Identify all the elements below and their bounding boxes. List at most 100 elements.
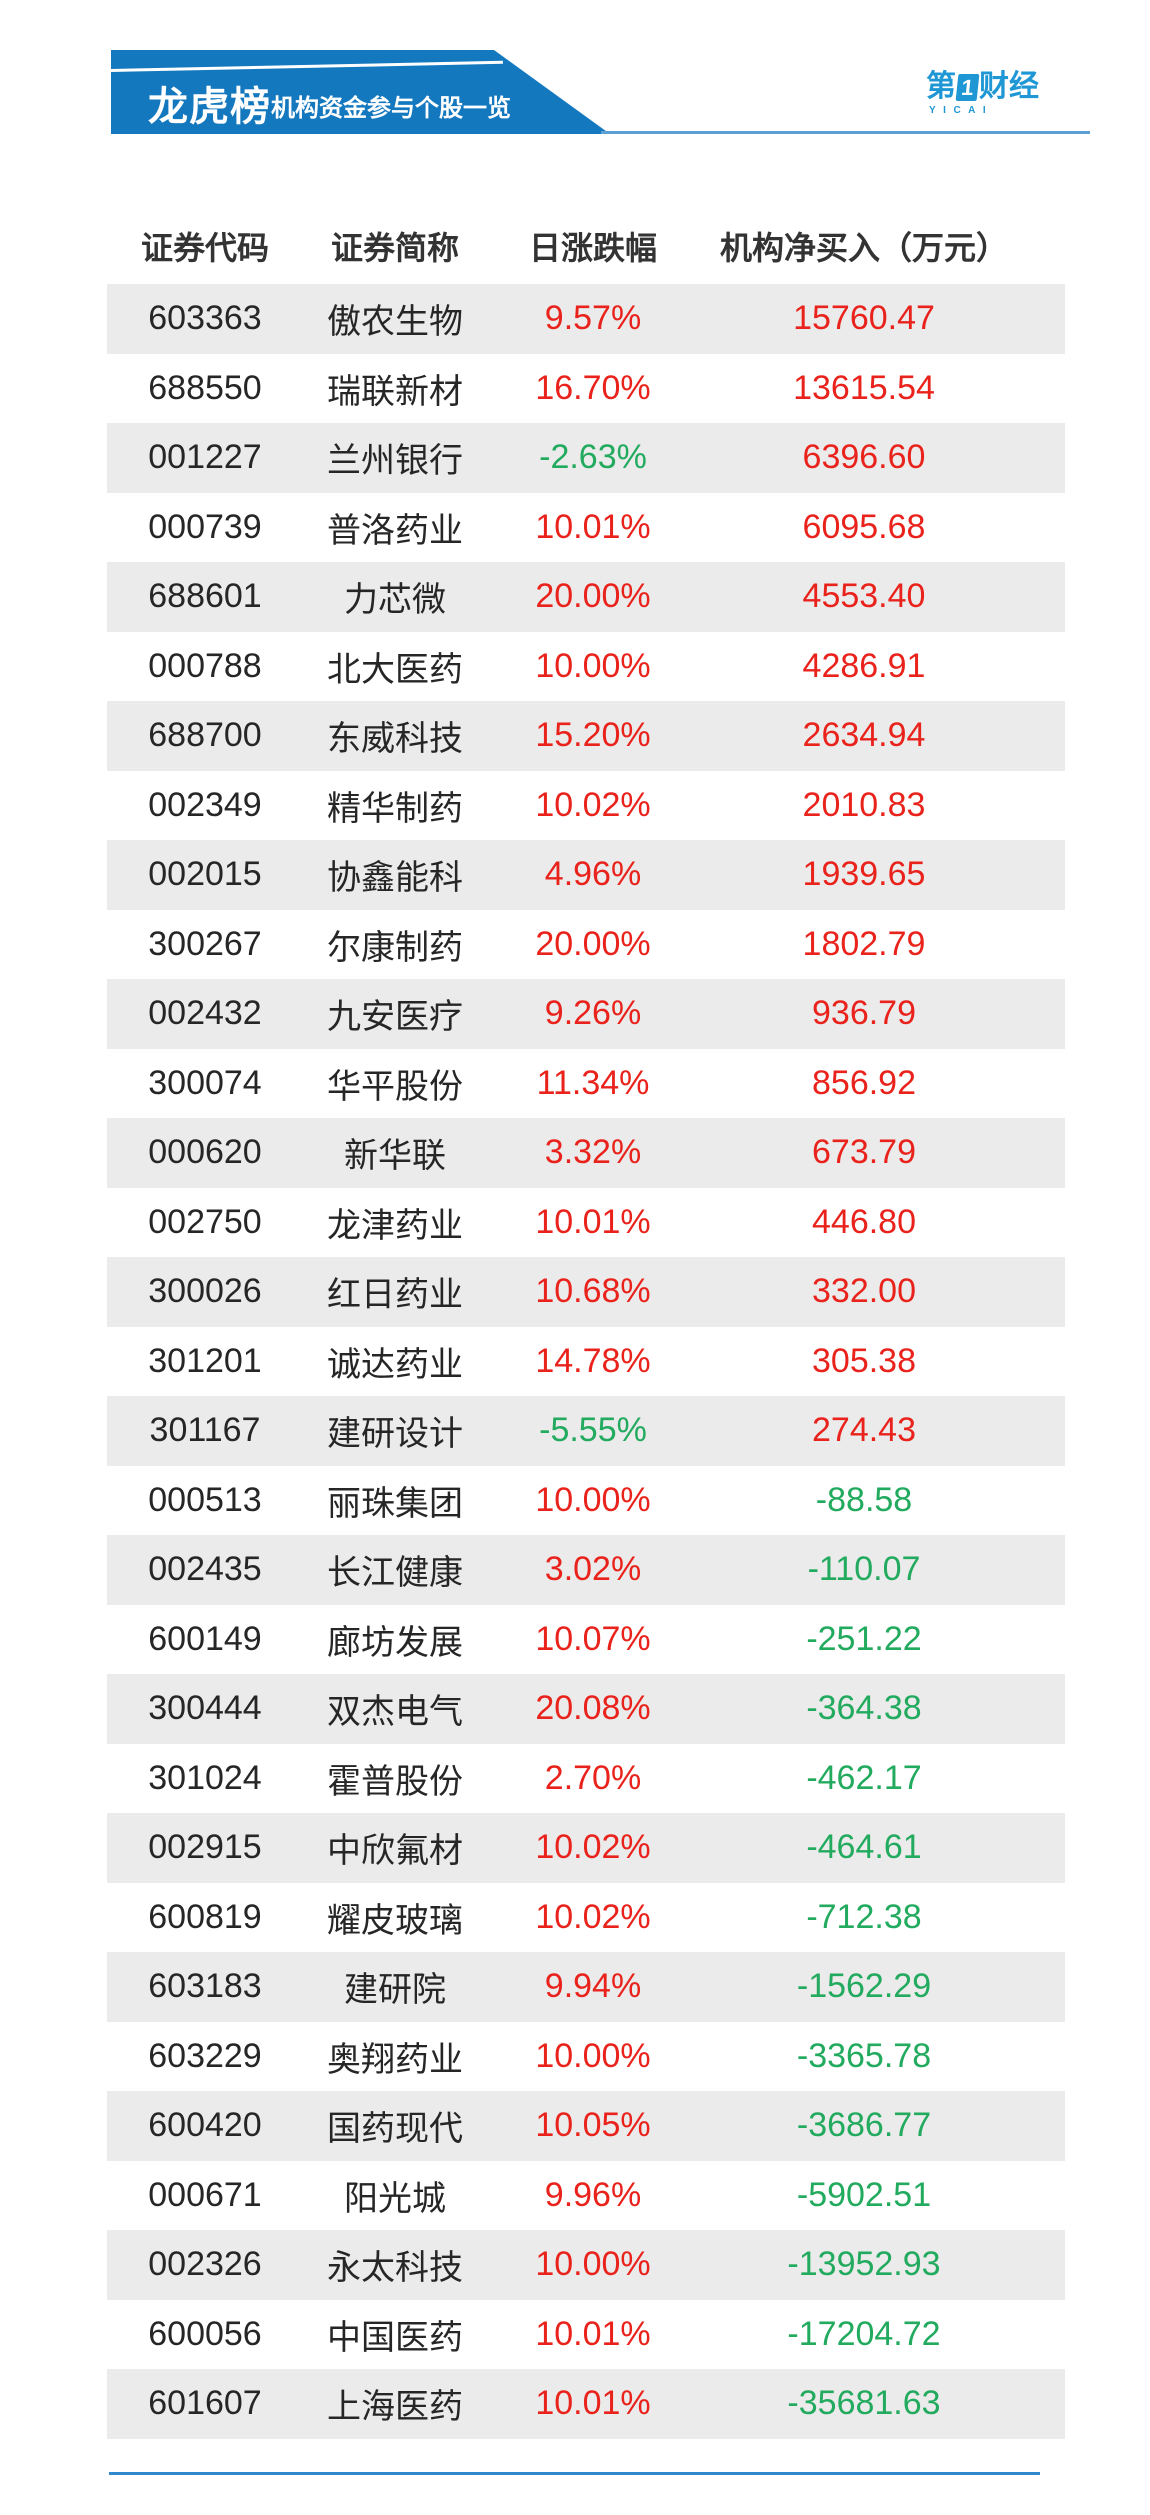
page-title: 龙虎榜: [148, 85, 271, 129]
name-cell: 丽珠集团: [327, 1484, 463, 1523]
logo-one-icon: 1: [955, 73, 980, 101]
code-cell: 600056: [148, 2314, 262, 2353]
name-cell: 双杰电气: [327, 1693, 463, 1732]
code-cell: 688550: [148, 368, 262, 407]
netbuy-cell: -712.38: [806, 1897, 922, 1936]
change-cell: 10.01%: [535, 2314, 651, 2353]
change-cell: 10.00%: [535, 2036, 651, 2075]
netbuy-cell: 936.79: [812, 994, 916, 1033]
change-cell: 10.00%: [535, 646, 651, 685]
netbuy-cell: 15760.47: [793, 299, 935, 338]
netbuy-cell: 1939.65: [802, 855, 926, 894]
code-cell: 688700: [148, 716, 262, 755]
netbuy-cell: 446.80: [812, 1202, 916, 1241]
change-cell: 10.07%: [535, 1619, 651, 1658]
code-cell: 300267: [148, 924, 262, 963]
change-cell: 9.57%: [544, 299, 642, 338]
code-cell: 300444: [148, 1689, 262, 1728]
name-cell: 阳光城: [344, 2179, 446, 2218]
netbuy-cell: 2634.94: [802, 716, 926, 755]
table-row: 002326 永太科技 10.00% -13952.93: [107, 2230, 1065, 2300]
change-cell: 20.00%: [535, 577, 651, 616]
header-change: 日涨跌幅: [528, 230, 657, 266]
code-cell: 300074: [148, 1063, 262, 1102]
code-cell: 000671: [148, 2175, 262, 2214]
code-cell: 300026: [148, 1272, 262, 1311]
table-row: 000513 丽珠集团 10.00% -88.58: [107, 1465, 1065, 1535]
change-cell: 3.02%: [544, 1550, 642, 1589]
change-cell: 10.02%: [535, 1897, 651, 1936]
table-row: 002015 协鑫能科 4.96% 1939.65: [107, 840, 1065, 910]
code-cell: 002435: [148, 1550, 262, 1589]
name-cell: 红日药业: [327, 1276, 463, 1315]
name-cell: 建研院: [344, 1971, 446, 2010]
table-row: 301167 建研设计 -5.55% 274.43: [107, 1396, 1065, 1466]
netbuy-cell: -3686.77: [796, 2106, 932, 2145]
table-row: 000620 新华联 3.32% 673.79: [107, 1118, 1065, 1188]
change-cell: 3.32%: [544, 1133, 642, 1172]
code-cell: 301024: [148, 1758, 262, 1797]
table-row: 002435 长江健康 3.02% -110.07: [107, 1535, 1065, 1605]
table-row: 001227 兰州银行 -2.63% 6396.60: [107, 423, 1065, 493]
table-row: 300074 华平股份 11.34% 856.92: [107, 1048, 1065, 1118]
netbuy-cell: -251.22: [806, 1619, 922, 1658]
change-cell: 9.26%: [544, 994, 642, 1033]
netbuy-cell: 4553.40: [802, 577, 926, 616]
code-cell: 688601: [148, 577, 262, 616]
name-cell: 兰州银行: [327, 442, 463, 481]
table-row: 600149 廊坊发展 10.07% -251.22: [107, 1604, 1065, 1674]
netbuy-cell: 2010.83: [802, 785, 926, 824]
code-cell: 000739: [148, 507, 262, 546]
table-row: 300026 红日药业 10.68% 332.00: [107, 1257, 1065, 1327]
yicai-logo: 第 1 财经 YICAI: [926, 72, 1039, 116]
table-row: 603363 傲农生物 9.57% 15760.47: [107, 284, 1065, 354]
netbuy-cell: -5902.51: [796, 2175, 932, 2214]
code-cell: 603183: [148, 1967, 262, 2006]
name-cell: 中欣氟材: [327, 1832, 463, 1871]
table-row: 000671 阳光城 9.96% -5902.51: [107, 2160, 1065, 2230]
name-cell: 长江健康: [327, 1554, 463, 1593]
change-cell: 10.00%: [535, 2245, 651, 2284]
code-cell: 000513: [148, 1480, 262, 1519]
logo-prefix: 第: [926, 70, 956, 103]
change-cell: -2.63%: [539, 438, 647, 477]
netbuy-cell: -13952.93: [787, 2245, 941, 2284]
code-cell: 002432: [148, 994, 262, 1033]
change-cell: 10.68%: [535, 1272, 651, 1311]
table-row: 603183 建研院 9.94% -1562.29: [107, 1952, 1065, 2022]
netbuy-cell: -110.07: [807, 1550, 921, 1589]
code-cell: 603229: [148, 2036, 262, 2075]
netbuy-cell: -364.38: [806, 1689, 922, 1728]
name-cell: 上海医药: [327, 2388, 463, 2427]
name-cell: 华平股份: [327, 1067, 463, 1106]
table-row: 000739 普洛药业 10.01% 6095.68: [107, 492, 1065, 562]
table-row: 002915 中欣氟材 10.02% -464.61: [107, 1813, 1065, 1883]
change-cell: 2.70%: [544, 1758, 642, 1797]
change-cell: 20.00%: [535, 924, 651, 963]
change-cell: 10.05%: [535, 2106, 651, 2145]
table-row: 688550 瑞联新材 16.70% 13615.54: [107, 353, 1065, 423]
code-cell: 600819: [148, 1897, 262, 1936]
table-row: 601607 上海医药 10.01% -35681.63: [107, 2369, 1065, 2439]
netbuy-cell: -462.17: [806, 1758, 922, 1797]
name-cell: 九安医疗: [327, 998, 463, 1037]
name-cell: 普洛药业: [327, 511, 463, 550]
code-cell: 002750: [148, 1202, 262, 1241]
code-cell: 600149: [148, 1619, 262, 1658]
table-row: 002349 精华制药 10.02% 2010.83: [107, 770, 1065, 840]
table-row: 301024 霍普股份 2.70% -462.17: [107, 1743, 1065, 1813]
change-cell: 10.01%: [535, 1202, 651, 1241]
name-cell: 精华制药: [327, 789, 463, 828]
netbuy-cell: 274.43: [812, 1411, 916, 1450]
table-row: 688601 力芯微 20.00% 4553.40: [107, 562, 1065, 632]
logo-suffix: 财经: [979, 70, 1039, 103]
change-cell: -5.55%: [539, 1411, 647, 1450]
code-cell: 000620: [148, 1133, 262, 1172]
table-row: 600819 耀皮玻璃 10.02% -712.38: [107, 1882, 1065, 1952]
table-row: 688700 东威科技 15.20% 2634.94: [107, 701, 1065, 771]
name-cell: 国药现代: [327, 2110, 463, 2149]
name-cell: 奥翔药业: [327, 2040, 463, 2079]
header-code: 证券代码: [140, 230, 269, 266]
code-cell: 600420: [148, 2106, 262, 2145]
table-header-row: 证券代码 证券简称 日涨跌幅 机构净买入（万元）: [107, 221, 1029, 271]
